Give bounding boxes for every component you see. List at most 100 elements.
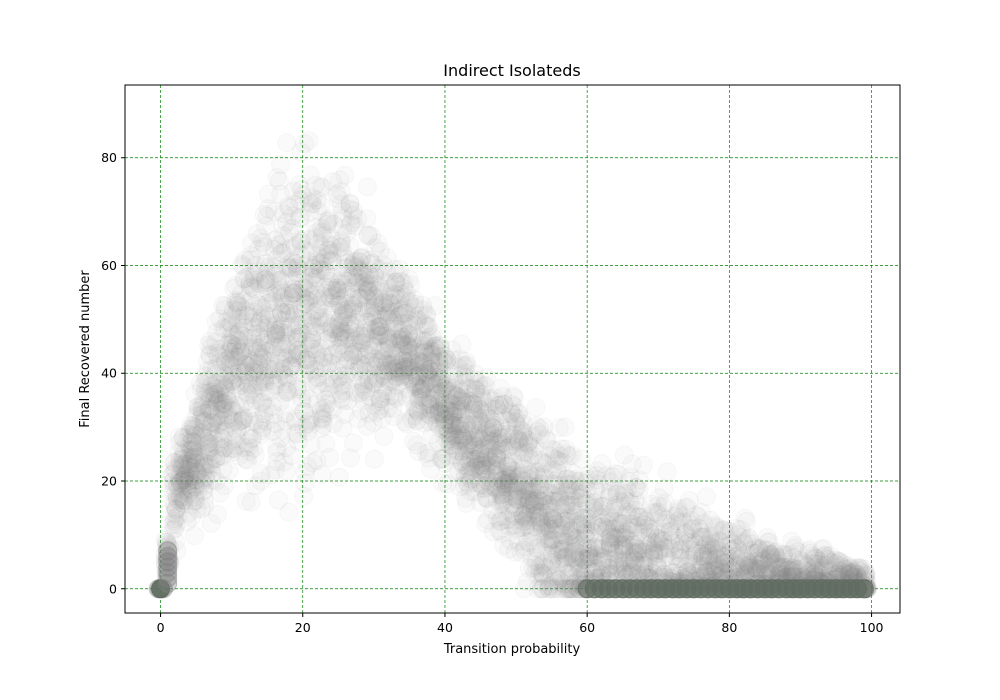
- y-tick-label: 80: [101, 150, 117, 165]
- data-point: [171, 488, 191, 507]
- data-point: [230, 322, 249, 342]
- data-point: [219, 333, 239, 353]
- data-point: [175, 490, 195, 510]
- data-point: [365, 449, 384, 469]
- data-point: [200, 346, 220, 366]
- data-point: [193, 452, 213, 472]
- data-point: [200, 383, 220, 402]
- data-point: [222, 371, 242, 391]
- data-point: [202, 470, 222, 490]
- data-point: [164, 503, 184, 523]
- data-point: [172, 476, 192, 495]
- data-point: [209, 437, 229, 457]
- data-point: [212, 446, 232, 466]
- data-point: [192, 400, 212, 420]
- data-point: [195, 411, 215, 431]
- data-point: [174, 450, 194, 470]
- data-point: [213, 375, 232, 395]
- data-point: [166, 499, 186, 519]
- data-point: [181, 458, 201, 478]
- data-point: [202, 464, 222, 484]
- data-point: [199, 399, 219, 419]
- y-tick-label: 0: [109, 581, 117, 596]
- data-point: [172, 455, 192, 475]
- data-point: [203, 449, 223, 469]
- data-point: [226, 379, 246, 399]
- data-point: [571, 449, 591, 469]
- data-point: [158, 541, 178, 560]
- data-point: [173, 480, 193, 500]
- data-point: [193, 420, 213, 439]
- data-point: [239, 425, 259, 445]
- data-point: [192, 473, 212, 493]
- data-point: [205, 365, 225, 384]
- data-point: [197, 370, 217, 390]
- data-point: [155, 549, 175, 568]
- data-points: [148, 131, 878, 599]
- data-point: [170, 455, 190, 475]
- data-point: [203, 382, 223, 402]
- data-point: [164, 477, 184, 497]
- data-point: [654, 479, 674, 499]
- data-point: [215, 296, 235, 316]
- data-point: [156, 537, 176, 557]
- data-point: [239, 356, 259, 376]
- data-point: [169, 427, 189, 447]
- data-point: [295, 473, 315, 493]
- data-point: [210, 309, 230, 329]
- data-point: [231, 375, 251, 395]
- data-point: [230, 373, 250, 393]
- data-point: [177, 479, 197, 499]
- data-point: [165, 509, 185, 529]
- data-point: [180, 475, 200, 495]
- data-point: [228, 308, 248, 328]
- data-point: [220, 409, 240, 429]
- data-point: [174, 494, 194, 514]
- data-point: [210, 352, 230, 372]
- data-point: [157, 539, 177, 559]
- data-point: [182, 426, 202, 446]
- data-point: [167, 487, 187, 507]
- data-point: [425, 296, 445, 316]
- data-point: [206, 448, 226, 468]
- data-point: [186, 476, 206, 496]
- data-point: [213, 407, 233, 427]
- data-point: [215, 370, 235, 390]
- data-point: [239, 437, 258, 457]
- data-point: [224, 342, 244, 362]
- data-point: [220, 333, 240, 353]
- data-point: [188, 397, 208, 417]
- data-point: [192, 423, 212, 443]
- data-point: [206, 471, 226, 491]
- data-point: [163, 465, 183, 485]
- data-point: [172, 471, 192, 490]
- data-point: [180, 457, 200, 477]
- data-point: [173, 490, 193, 510]
- data-point: [214, 476, 234, 496]
- data-point: [193, 405, 213, 424]
- data-point: [224, 370, 243, 389]
- data-point: [203, 412, 223, 432]
- data-point: [215, 318, 235, 338]
- data-point: [233, 291, 253, 311]
- data-point: [166, 483, 186, 503]
- data-point: [233, 410, 253, 430]
- data-point: [234, 438, 254, 457]
- data-point: [158, 537, 178, 557]
- data-point: [186, 462, 206, 482]
- data-point: [200, 331, 220, 351]
- data-point: [175, 470, 195, 489]
- data-point: [197, 352, 217, 372]
- data-point: [329, 467, 349, 487]
- data-point: [238, 384, 258, 404]
- data-point: [155, 554, 175, 574]
- data-point: [221, 439, 241, 459]
- data-point: [180, 424, 200, 444]
- data-point: [185, 425, 205, 445]
- data-point: [199, 442, 219, 462]
- data-point: [225, 375, 245, 395]
- data-point: [182, 495, 202, 515]
- data-point: [185, 475, 205, 495]
- data-point: [180, 437, 200, 457]
- data-point: [224, 279, 244, 298]
